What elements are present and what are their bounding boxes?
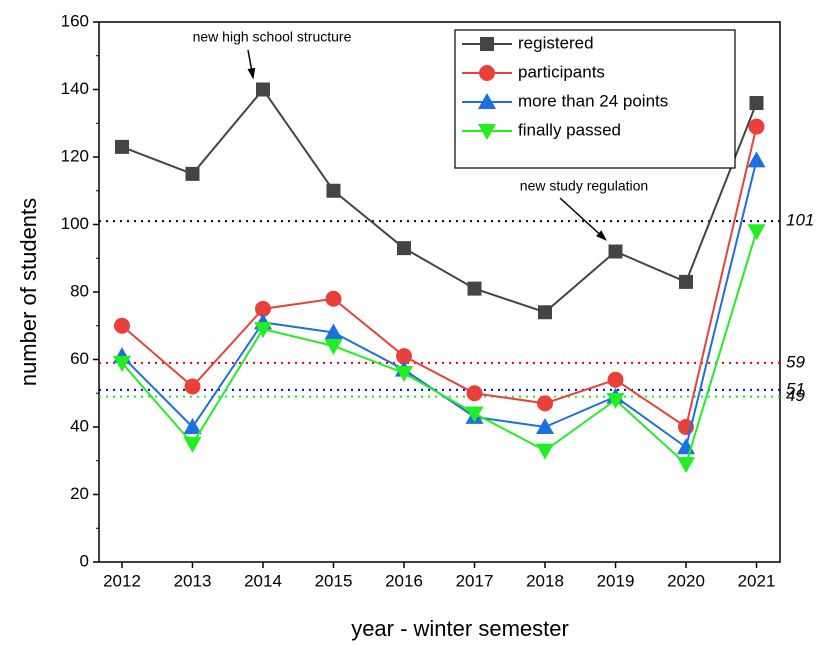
y-tick-label: 0 [80, 551, 89, 570]
marker [677, 457, 695, 474]
arrow-head [247, 67, 256, 80]
marker [538, 305, 552, 320]
marker [537, 395, 553, 412]
marker [324, 323, 343, 340]
reference-label: 59 [786, 352, 805, 371]
marker [465, 406, 484, 423]
marker [479, 65, 495, 81]
annotation: new high school structure [193, 29, 352, 45]
x-tick-label: 2020 [667, 571, 705, 590]
x-tick-label: 2018 [526, 571, 564, 590]
reference-label: 51 [786, 379, 805, 398]
marker [478, 93, 496, 109]
x-tick-label: 2017 [456, 571, 494, 590]
legend-label: more than 24 points [518, 91, 668, 110]
x-axis-label: year - winter semester [351, 616, 569, 641]
series-line [121, 230, 758, 466]
marker [480, 37, 494, 51]
x-tick-label: 2012 [103, 571, 141, 590]
y-axis-label: number of students [16, 198, 41, 386]
x-tick-label: 2019 [597, 571, 635, 590]
y-tick-label: 160 [61, 11, 89, 30]
x-tick-label: 2015 [315, 571, 353, 590]
marker [747, 224, 766, 241]
marker [396, 348, 412, 365]
marker [747, 151, 766, 168]
marker [255, 300, 271, 317]
y-tick-label: 100 [61, 214, 89, 233]
marker [326, 183, 341, 198]
x-tick-label: 2021 [738, 571, 776, 590]
marker [466, 385, 483, 402]
marker [185, 166, 200, 181]
marker [254, 322, 272, 339]
y-tick-label: 60 [70, 349, 89, 368]
legend-label: participants [518, 62, 605, 81]
marker [749, 96, 764, 110]
x-tick-label: 2016 [385, 571, 423, 590]
marker [536, 418, 554, 434]
reference-label: 101 [786, 211, 814, 230]
marker [114, 317, 130, 334]
reference-label: 49 [786, 386, 805, 405]
marker [184, 378, 201, 395]
annotation-arrow [559, 197, 607, 241]
marker [608, 244, 623, 259]
marker [478, 124, 496, 140]
marker [606, 393, 625, 409]
arrow-head [596, 230, 607, 241]
x-tick-label: 2014 [244, 571, 282, 590]
marker [115, 139, 129, 154]
y-tick-label: 80 [70, 281, 89, 300]
legend-label: finally passed [518, 120, 621, 139]
annotation: new study regulation [520, 178, 648, 194]
marker [607, 371, 624, 388]
legend-box [454, 29, 736, 169]
legend-label: registered [518, 33, 594, 52]
y-tick-label: 40 [70, 416, 89, 435]
marker [536, 443, 554, 460]
marker [324, 339, 343, 355]
marker [325, 290, 342, 307]
series-line [121, 87, 758, 314]
y-tick-label: 140 [61, 79, 89, 98]
marker [397, 241, 411, 256]
marker [467, 281, 482, 296]
y-tick-label: 20 [70, 484, 89, 503]
marker [679, 274, 693, 289]
series-line [121, 126, 758, 429]
marker [183, 436, 202, 453]
marker [183, 418, 202, 434]
marker [748, 118, 765, 135]
y-tick-label: 120 [61, 146, 89, 165]
marker [395, 366, 413, 382]
marker [113, 355, 131, 372]
x-tick-label: 2013 [174, 571, 212, 590]
marker [256, 82, 270, 97]
